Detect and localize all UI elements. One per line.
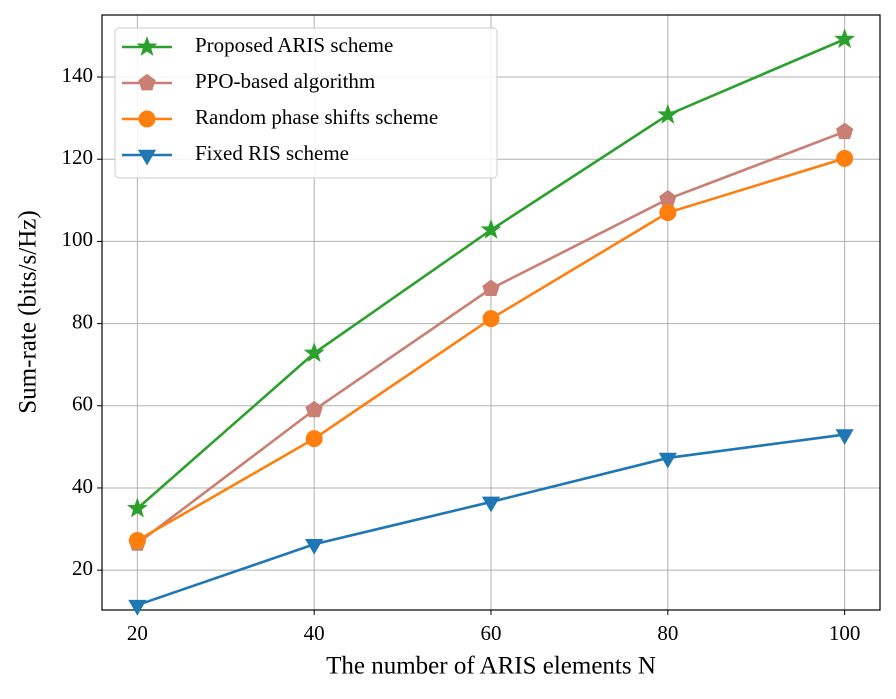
marker <box>128 532 146 550</box>
legend-label: Fixed RIS scheme <box>195 141 349 165</box>
legend-marker <box>136 36 158 56</box>
y-tick-label: 60 <box>72 392 93 416</box>
y-tick-label: 100 <box>62 227 94 251</box>
marker <box>835 122 854 140</box>
x-axis-label: The number of ARIS elements N <box>326 653 656 680</box>
y-tick-label: 80 <box>72 309 93 333</box>
marker <box>658 452 677 469</box>
marker <box>303 342 325 363</box>
y-tick-label: 20 <box>72 556 93 580</box>
y-axis-label: Sum-rate (bits/s/Hz) <box>15 210 42 413</box>
marker <box>480 218 502 239</box>
x-tick-label: 20 <box>127 621 148 645</box>
marker <box>482 310 500 328</box>
legend-label: Proposed ARIS scheme <box>195 33 393 57</box>
marker <box>834 28 856 49</box>
legend-label: Random phase shifts scheme <box>195 105 438 129</box>
x-tick-label: 60 <box>481 621 502 645</box>
legend-marker <box>137 149 157 166</box>
plot-frame <box>101 14 881 611</box>
y-tick-label: 140 <box>62 63 94 87</box>
legend-label: PPO-based algorithm <box>195 69 375 93</box>
x-tick-label: 100 <box>829 621 861 645</box>
legend-box <box>114 27 498 179</box>
marker <box>126 497 148 518</box>
x-tick-label: 80 <box>657 621 678 645</box>
marker <box>481 496 501 513</box>
legend-marker <box>138 73 156 91</box>
marker <box>482 279 500 297</box>
y-tick-label: 40 <box>72 474 93 498</box>
marker <box>305 539 324 555</box>
marker <box>128 599 147 616</box>
y-tick-label: 120 <box>62 145 94 169</box>
x-tick-label: 40 <box>304 621 325 645</box>
marker <box>305 430 323 448</box>
marker <box>836 149 854 167</box>
marker <box>305 400 323 418</box>
marker <box>835 429 854 446</box>
marker <box>659 204 677 222</box>
legend-marker <box>138 110 156 128</box>
marker <box>657 103 679 124</box>
marker <box>659 189 677 207</box>
